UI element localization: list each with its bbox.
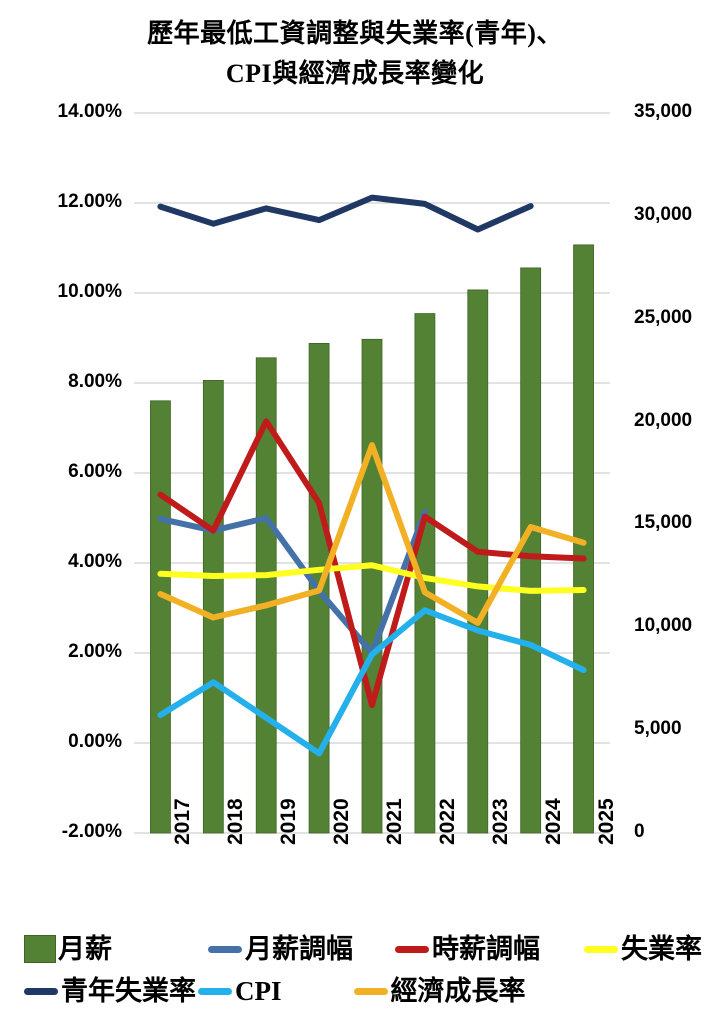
bar <box>467 289 489 834</box>
legend-label: CPI <box>235 975 282 1006</box>
bar <box>520 267 542 834</box>
right-axis-tick: 15,000 <box>634 512 693 534</box>
left-axis-tick: 0.00% <box>68 731 122 752</box>
x-axis-tick-2021: 2021 <box>383 798 406 845</box>
line-series-失業率 <box>157 562 587 594</box>
line-series-青年失業率 <box>157 194 534 233</box>
legend-item-月薪調幅[interactable]: 月薪調幅 <box>208 933 353 964</box>
legend-item-月薪[interactable]: 月薪 <box>24 935 112 963</box>
legend-swatch-line-icon <box>198 987 232 995</box>
x-axis-tick-2024: 2024 <box>541 798 565 845</box>
line-series-月薪調幅 <box>157 509 428 656</box>
chart-title-line-1: 歷年最低工資調整與失業率(青年)、 <box>147 19 563 48</box>
legend-label: 失業率 <box>621 933 702 964</box>
legend-row-1: 月薪 月薪調幅 時薪調幅 失業率 <box>24 928 702 970</box>
bar-series-monthly-wage <box>150 244 594 834</box>
chart-legend: 月薪 月薪調幅 時薪調幅 失業率 青年失業率 CPI 經濟成長率 <box>24 928 702 1012</box>
legend-label: 時薪調幅 <box>432 933 540 964</box>
legend-item-CPI[interactable]: CPI <box>198 975 282 1006</box>
left-axis-tick: 6.00% <box>68 461 122 482</box>
right-axis-tick: 5,000 <box>634 718 682 740</box>
left-axis-tick: 8.00% <box>68 371 122 392</box>
legend-row-2: 青年失業率 CPI 經濟成長率 <box>24 970 696 1012</box>
bar <box>361 338 383 834</box>
right-axis-tick: 30,000 <box>634 203 693 225</box>
line-series-經濟成長率 <box>157 442 587 626</box>
x-axis-tick-2025: 2025 <box>594 798 618 845</box>
x-axis-tick-2023: 2023 <box>488 798 512 845</box>
legend-label: 經濟成長率 <box>390 975 526 1006</box>
left-axis-tick: 10.00% <box>57 281 122 302</box>
legend-swatch-line-icon <box>395 945 429 953</box>
right-axis-tick: 20,000 <box>634 409 693 431</box>
x-axis-tick-2020: 2020 <box>330 798 354 845</box>
left-axis-tick: 4.00% <box>68 551 122 572</box>
left-axis-tick: 2.00% <box>68 641 122 662</box>
legend-item-青年失業率[interactable]: 青年失業率 <box>24 975 196 1006</box>
legend-item-時薪調幅[interactable]: 時薪調幅 <box>395 933 540 964</box>
x-axis-tick-2017: 2017 <box>171 798 195 845</box>
legend-item-經濟成長率[interactable]: 經濟成長率 <box>353 975 526 1006</box>
x-axis-tick-2018: 2018 <box>224 798 248 845</box>
line-series-CPI <box>157 607 587 757</box>
x-axis-tick-2019: 2019 <box>277 798 301 845</box>
legend-label: 月薪調幅 <box>245 933 353 964</box>
left-axis-tick: 12.00% <box>57 191 122 212</box>
right-axis-tick: 25,000 <box>634 306 693 328</box>
chart-title: 歷年最低工資調整與失業率(青年)、 CPI與經濟成長率變化 <box>0 14 710 95</box>
bar <box>202 380 224 834</box>
legend-swatch-line-icon <box>208 945 242 953</box>
left-axis-tick: 14.00% <box>57 101 122 122</box>
right-axis-tick: 35,000 <box>634 101 693 122</box>
legend-label: 月薪 <box>58 933 112 964</box>
legend-label: 青年失業率 <box>61 975 196 1006</box>
bar <box>150 400 171 834</box>
right-axis-tick: 10,000 <box>634 615 693 637</box>
legend-swatch-line-icon <box>353 987 388 995</box>
chart-title-line-2: CPI與經濟成長率變化 <box>225 59 485 89</box>
right-axis-tick: 0 <box>634 821 645 842</box>
left-axis-tick: -2.00% <box>61 821 122 842</box>
legend-item-失業率[interactable]: 失業率 <box>584 933 702 964</box>
legend-swatch-line-icon <box>584 945 618 953</box>
legend-swatch-box-icon <box>24 935 56 963</box>
x-axis-tick-2022: 2022 <box>435 798 459 845</box>
legend-swatch-line-icon <box>24 987 58 995</box>
